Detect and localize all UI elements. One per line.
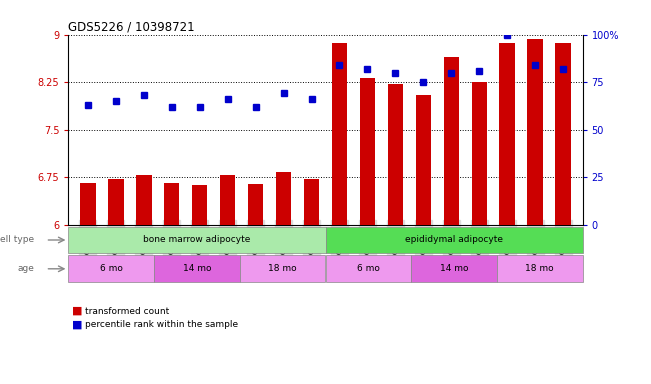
Bar — [164, 184, 180, 225]
Bar — [108, 179, 124, 225]
Text: 14 mo: 14 mo — [440, 264, 468, 273]
Bar — [240, 255, 326, 282]
Text: 14 mo: 14 mo — [183, 264, 211, 273]
Text: cell type: cell type — [0, 235, 34, 245]
Bar — [411, 255, 497, 282]
Bar — [276, 172, 291, 225]
Text: 18 mo: 18 mo — [525, 264, 554, 273]
Bar — [248, 184, 263, 225]
Text: 6 mo: 6 mo — [357, 264, 380, 273]
Bar — [68, 227, 326, 253]
Bar — [360, 78, 375, 225]
Bar — [192, 185, 208, 225]
Bar — [443, 57, 459, 225]
Text: transformed count: transformed count — [85, 306, 169, 316]
Text: 18 mo: 18 mo — [268, 264, 297, 273]
Text: percentile rank within the sample: percentile rank within the sample — [85, 320, 238, 329]
Bar — [471, 82, 487, 225]
Text: epididymal adipocyte: epididymal adipocyte — [405, 235, 503, 245]
Bar — [499, 43, 515, 225]
Bar — [332, 43, 347, 225]
Bar — [136, 175, 152, 225]
Text: 6 mo: 6 mo — [100, 264, 122, 273]
Bar — [154, 255, 240, 282]
Bar — [304, 179, 319, 225]
Bar — [326, 227, 583, 253]
Bar — [326, 255, 411, 282]
Text: GDS5226 / 10398721: GDS5226 / 10398721 — [68, 20, 195, 33]
Bar — [388, 84, 403, 225]
Text: bone marrow adipocyte: bone marrow adipocyte — [143, 235, 251, 245]
Bar — [220, 175, 236, 225]
Text: ■: ■ — [72, 319, 82, 329]
Text: ■: ■ — [72, 306, 82, 316]
Bar — [80, 184, 96, 225]
Bar — [497, 255, 583, 282]
Text: age: age — [17, 264, 34, 273]
Bar — [68, 255, 154, 282]
Bar — [527, 39, 543, 225]
Bar — [415, 95, 431, 225]
Bar — [555, 43, 571, 225]
